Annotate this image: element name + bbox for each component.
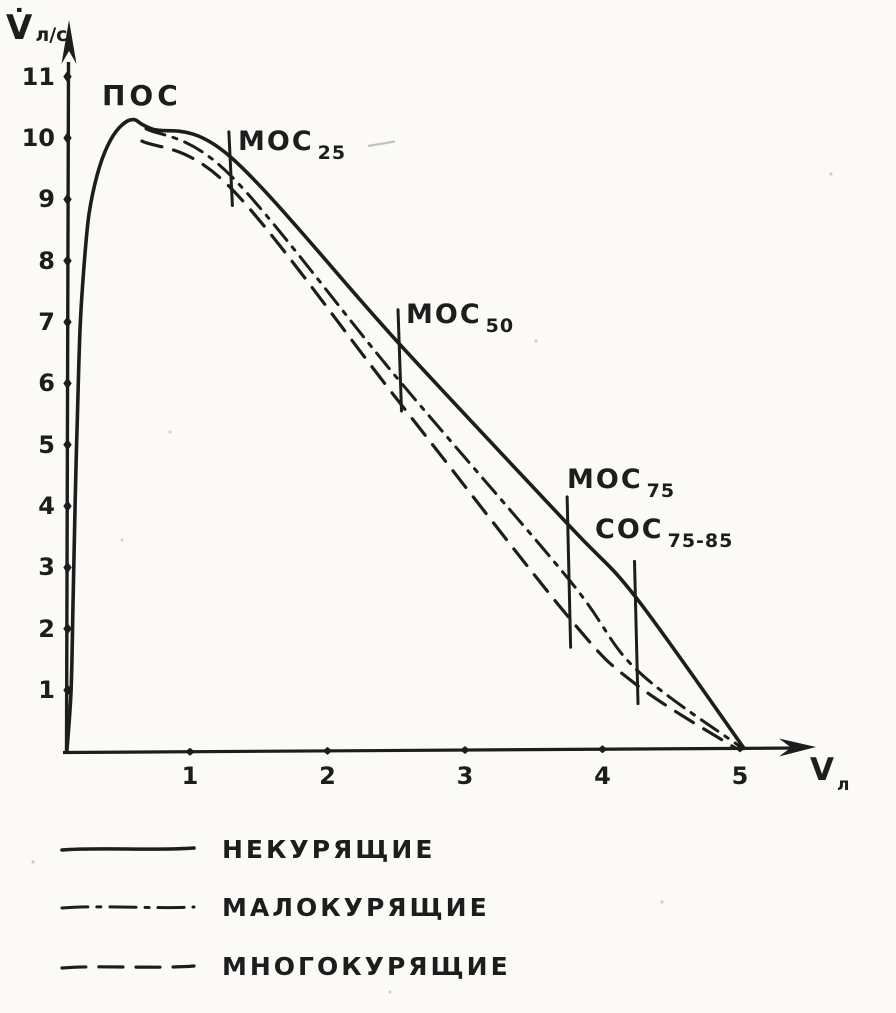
y-tick-label: 11 — [21, 62, 55, 91]
y-axis-tick — [63, 193, 72, 206]
y-tick-label: 4 — [38, 492, 55, 521]
x-axis-tick — [597, 745, 608, 754]
legend-item-nonsmokers: НЕКУРЯЩИЕ — [58, 834, 435, 864]
measurement-marker — [633, 559, 640, 706]
paper-smudge — [367, 140, 396, 148]
y-tick-label: 2 — [38, 614, 55, 643]
x-axis-tick — [322, 746, 333, 755]
y-tick-label: 8 — [38, 246, 55, 275]
annotation-sos75-85-subscript: 75-85 — [667, 530, 734, 552]
annotation-mos25-label: МОС — [238, 126, 314, 157]
x-tick-label: 4 — [594, 762, 611, 790]
y-tick-label: 3 — [38, 553, 55, 582]
legend-label-heavy-smokers: МНОГОКУРЯЩИЕ — [222, 951, 511, 981]
y-axis-title: V̇ л/с — [6, 8, 67, 48]
annotation-mos25: МОС 25 — [238, 126, 346, 164]
x-tick-label: 3 — [456, 762, 474, 790]
x-axis-title-symbol: V — [810, 752, 834, 788]
series-curve-dashed — [140, 139, 738, 750]
x-axis-title-unit: л — [837, 775, 850, 795]
annotation-mos50: МОС 50 — [406, 299, 514, 337]
y-axis-tick — [63, 377, 72, 390]
series-curve-dash-dot — [144, 127, 742, 749]
x-tick-label: 1 — [181, 762, 199, 790]
legend-label-light-smokers: МАЛОКУРЯЩИЕ — [222, 892, 490, 922]
legend-swatch-dashdot-line — [60, 905, 196, 910]
legend-item-heavy-smokers: МНОГОКУРЯЩИЕ — [58, 951, 511, 981]
annotation-mos75: МОС 75 — [567, 464, 675, 502]
y-axis-tick — [63, 500, 72, 513]
y-axis-title-unit: л/с — [35, 24, 68, 46]
y-tick-label: 10 — [21, 124, 55, 152]
x-tick-label: 5 — [731, 762, 749, 790]
x-tick-label: 2 — [319, 762, 336, 790]
annotation-mos75-label: МОС — [567, 464, 643, 495]
y-axis-tick — [63, 316, 72, 329]
measurement-marker — [227, 130, 234, 207]
annotation-sos75-85: СОС 75-85 — [595, 514, 733, 552]
annotation-pos-label: ПОС — [102, 79, 182, 112]
y-axis-tick — [63, 70, 72, 83]
measurement-marker — [565, 495, 573, 649]
y-tick-label: 5 — [38, 430, 55, 459]
x-axis-tick — [460, 746, 470, 755]
legend-label-nonsmokers: НЕКУРЯЩИЕ — [222, 834, 436, 864]
y-tick-label: 7 — [38, 308, 55, 337]
legend-item-light-smokers: МАЛОКУРЯЩИЕ — [58, 892, 490, 922]
y-axis-tick — [63, 132, 72, 144]
x-axis-line — [62, 746, 799, 755]
legend-swatch-solid-line — [60, 846, 196, 852]
y-tick-label: 9 — [38, 185, 55, 214]
legend-swatch-dashed-line — [60, 964, 196, 970]
y-tick-label: 1 — [38, 676, 55, 705]
measurement-marker — [396, 308, 403, 413]
y-axis-tick — [63, 438, 72, 451]
x-axis-arrow-icon — [779, 738, 816, 757]
y-axis-arrow-icon — [61, 20, 77, 64]
y-axis-title-symbol: V̇ — [6, 8, 33, 48]
y-axis-line — [64, 61, 71, 754]
annotation-mos75-subscript: 75 — [646, 480, 676, 502]
annotation-mos50-subscript: 50 — [485, 315, 515, 337]
y-axis-tick — [63, 622, 72, 635]
y-axis-tick — [63, 254, 72, 267]
y-tick-label: 6 — [38, 369, 55, 398]
annotation-mos25-subscript: 25 — [317, 142, 347, 164]
y-axis-tick — [63, 561, 72, 574]
annotation-mos50-label: МОС — [406, 299, 482, 330]
x-axis-tick — [185, 747, 195, 756]
annotation-sos75-85-label: СОС — [595, 514, 664, 545]
annotation-pos: ПОС — [102, 79, 182, 112]
series-curve-solid — [65, 117, 746, 753]
